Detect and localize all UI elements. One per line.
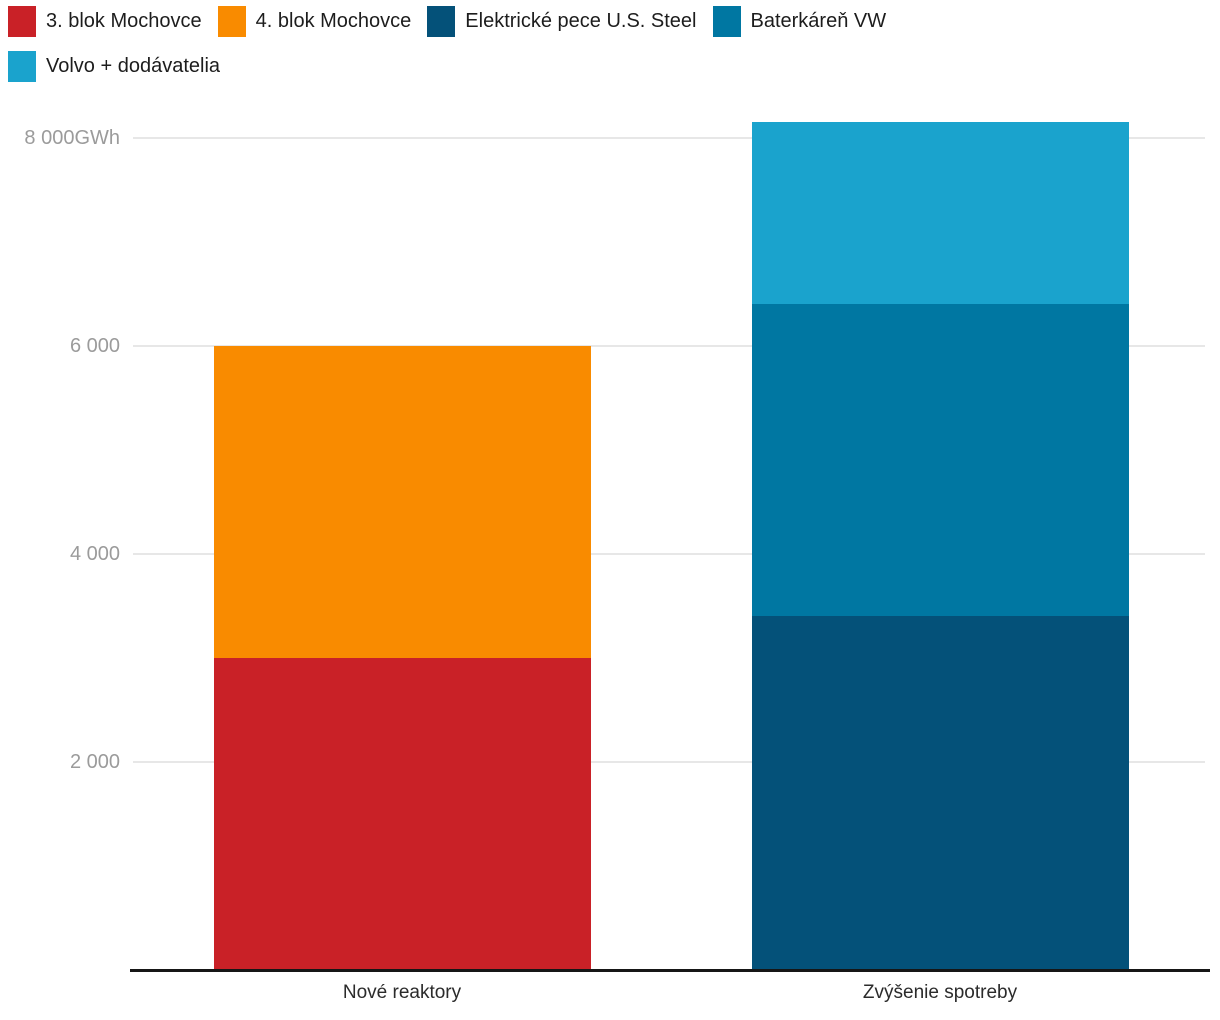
x-axis-line xyxy=(130,969,1210,972)
legend-item: Baterkáreň VW xyxy=(712,6,887,37)
gridline xyxy=(133,344,1205,347)
bar-segment xyxy=(751,304,1129,617)
y-axis-tick-label: 6 000 xyxy=(69,334,120,357)
chart-legend: 3. blok Mochovce 4. blok Mochovce Elektric… xyxy=(8,6,1068,82)
legend-swatch xyxy=(427,6,456,37)
legend-swatch xyxy=(8,6,36,37)
x-axis-category-label: Zvýšenie spotreby xyxy=(862,982,1018,1003)
legend-swatch xyxy=(217,6,246,37)
legend-label: 3. blok Mochovce xyxy=(46,10,202,32)
gridline xyxy=(133,760,1205,763)
legend-item: Volvo + dodávatelia xyxy=(8,51,220,82)
bar-segment xyxy=(751,616,1129,970)
gridline xyxy=(133,136,1205,139)
y-axis-tick-label: 2 000 xyxy=(69,750,120,773)
legend-label: Baterkáreň VW xyxy=(750,10,887,32)
y-axis-tick-label: 4 000 xyxy=(69,542,120,565)
legend-swatch xyxy=(8,51,36,82)
legend-item: 4. blok Mochovce xyxy=(217,6,412,37)
legend-swatch xyxy=(712,6,741,37)
bar-segment xyxy=(213,345,591,658)
legend-label: Volvo + dodávatelia xyxy=(46,55,221,77)
legend-label: 4. blok Mochovce xyxy=(255,10,412,32)
y-axis-tick-label: 8 000GWh xyxy=(24,126,120,149)
x-axis-category-label: Nové reaktory xyxy=(342,982,462,1003)
gridline xyxy=(133,552,1205,555)
legend-item: Elektrické pece U.S. Steel xyxy=(427,6,697,37)
legend-label: Elektrické pece U.S. Steel xyxy=(465,10,697,32)
bar-segment xyxy=(213,657,591,970)
bar-segment xyxy=(751,121,1129,305)
legend-item: 3. blok Mochovce xyxy=(8,6,202,37)
